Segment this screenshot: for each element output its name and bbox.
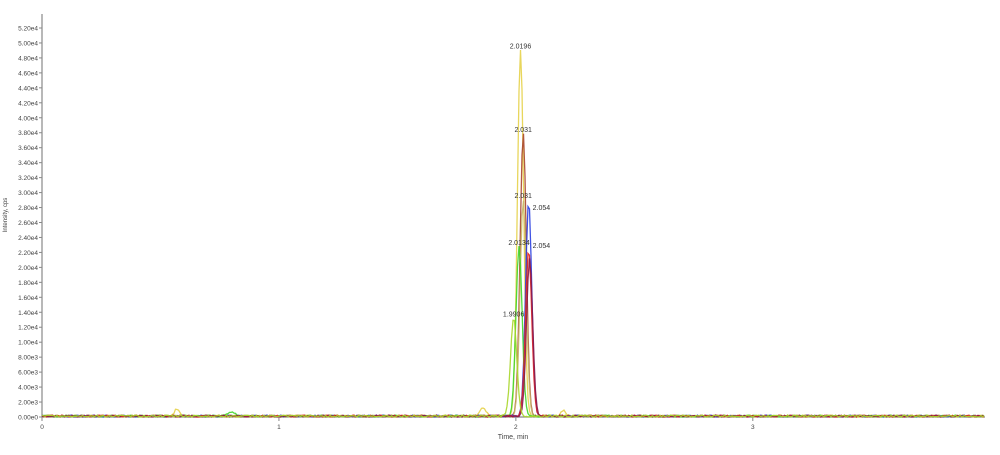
y-tick-label: 5.00e4 (18, 40, 38, 47)
y-tick-label: 4.00e3 (18, 385, 38, 392)
y-tick-label: 3.00e4 (18, 190, 38, 197)
peak-label: 1.9906 (503, 311, 525, 318)
y-tick-label: 1.60e4 (18, 295, 38, 302)
y-axis-label: Intensity, cps (3, 198, 9, 233)
peak-label: 2.031 (514, 193, 532, 200)
peak-label: 2.054 (533, 205, 551, 212)
y-tick-label: 3.80e4 (18, 130, 38, 137)
trace-line (41, 49, 985, 418)
y-tick-label: 1.80e4 (18, 280, 38, 287)
y-tick-label: 0.00e0 (18, 415, 38, 422)
y-tick-label: 4.40e4 (18, 85, 38, 92)
trace-line (41, 319, 985, 419)
y-tick-label: 1.00e4 (18, 340, 38, 347)
y-tick-label: 3.40e4 (18, 160, 38, 167)
x-axis-label: Time, min (498, 434, 529, 441)
axes: 0.00e0 2.00e3 4.00e3 6.00e3 8.00e3 1.00e4 1.20… (18, 14, 985, 431)
y-tick-label: 6.00e3 (18, 370, 38, 377)
y-tick-label: 3.60e4 (18, 145, 38, 152)
y-tick-label: 2.20e4 (18, 250, 38, 257)
trace-line (41, 246, 985, 418)
y-tick-label: 2.80e4 (18, 205, 38, 212)
y-tick-label: 5.20e4 (18, 26, 38, 33)
y-tick-label: 4.20e4 (18, 100, 38, 107)
x-tick-label: 3 (751, 424, 755, 431)
peak-label: 2.031 (514, 127, 532, 134)
x-tick-label: 0 (40, 424, 44, 431)
y-tick-label: 2.60e4 (18, 220, 38, 227)
y-tick-label: 8.00e3 (18, 355, 38, 362)
peak-label: 2.0134 (508, 240, 530, 247)
y-tick-label: 4.80e4 (18, 55, 38, 62)
y-tick-label: 2.00e4 (18, 265, 38, 272)
peak-label: 2.0196 (510, 43, 532, 50)
y-tick-label: 3.20e4 (18, 175, 38, 182)
traces (41, 49, 985, 419)
y-tick-label: 1.20e4 (18, 325, 38, 332)
y-tick-label: 4.60e4 (18, 70, 38, 77)
y-tick-label: 2.40e4 (18, 235, 38, 242)
y-tick-label: 4.00e4 (18, 115, 38, 122)
x-tick-label: 2 (514, 424, 518, 431)
y-tick-label: 1.40e4 (18, 310, 38, 317)
x-tick-label: 1 (277, 424, 281, 431)
peak-label: 2.054 (533, 243, 551, 250)
trace-line (41, 133, 985, 418)
y-tick-label: 2.00e3 (18, 400, 38, 407)
